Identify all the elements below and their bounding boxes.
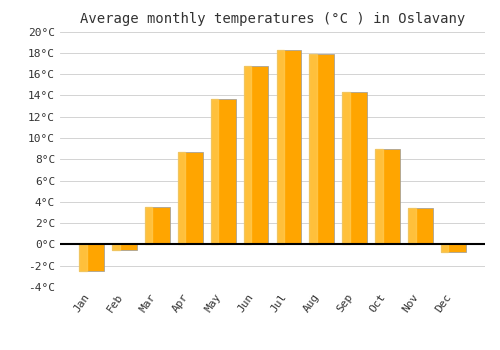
Bar: [244, 65, 268, 244]
Bar: [80, 244, 86, 271]
Bar: [80, 244, 104, 271]
Bar: [276, 50, 301, 244]
Bar: [408, 208, 433, 244]
Bar: [112, 244, 120, 250]
Bar: [276, 50, 284, 244]
Bar: [145, 207, 152, 244]
Bar: [310, 54, 334, 244]
Bar: [441, 244, 466, 252]
Bar: [408, 208, 416, 244]
Bar: [310, 54, 317, 244]
Bar: [211, 99, 218, 244]
Bar: [376, 149, 382, 244]
Bar: [178, 152, 186, 244]
Bar: [441, 244, 448, 252]
Bar: [244, 65, 251, 244]
Bar: [376, 149, 400, 244]
Bar: [112, 244, 137, 250]
Bar: [342, 92, 350, 244]
Bar: [178, 152, 203, 244]
Bar: [145, 207, 170, 244]
Title: Average monthly temperatures (°C ) in Oslavany: Average monthly temperatures (°C ) in Os…: [80, 12, 465, 26]
Bar: [211, 99, 236, 244]
Bar: [342, 92, 367, 244]
